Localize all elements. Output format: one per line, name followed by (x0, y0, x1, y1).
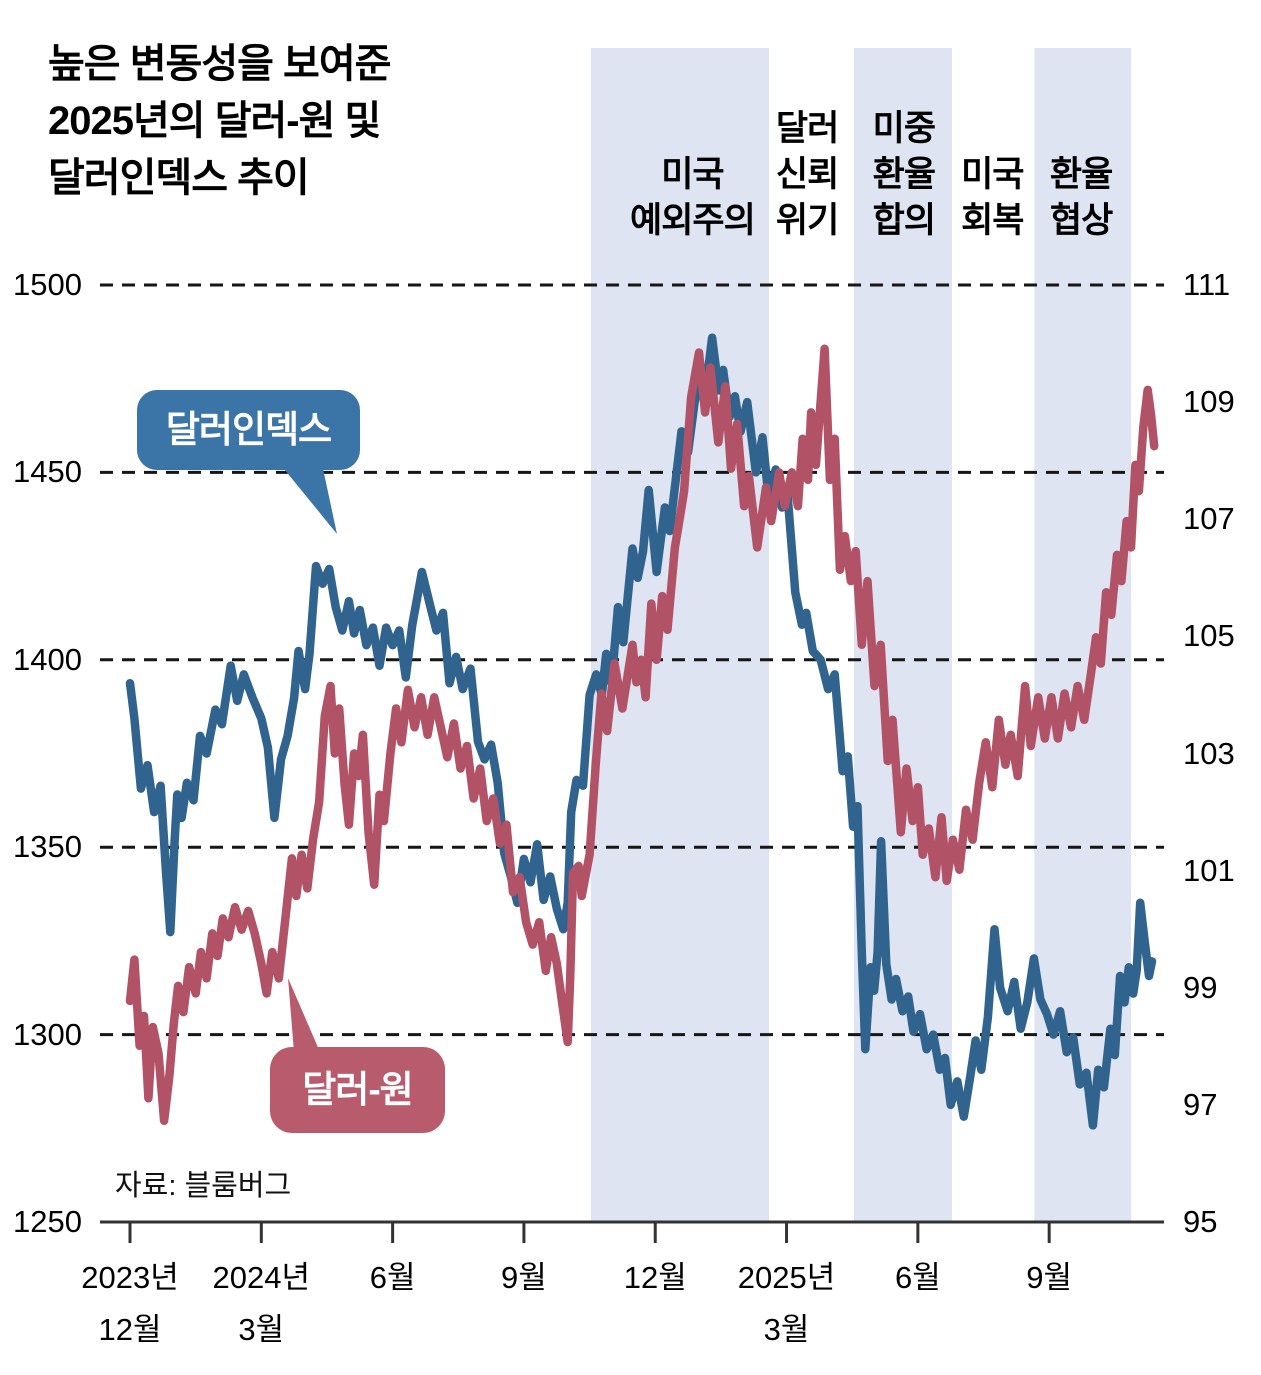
x-axis-label: 9월 (1026, 1260, 1073, 1295)
x-axis-label: 6월 (894, 1260, 941, 1295)
y-left-label: 1450 (13, 454, 82, 490)
y-left-label: 1350 (13, 829, 82, 865)
source-credit: 자료: 블룸버그 (115, 1170, 292, 1202)
y-right-label: 99 (1183, 969, 1218, 1005)
x-axis-label: 12월 (623, 1260, 687, 1295)
band-annotation: 환율 협상 (1049, 155, 1113, 240)
dollar-won-line (125, 344, 1159, 1126)
y-right-label: 97 (1183, 1086, 1218, 1122)
bubble-tail-dollar-index (280, 464, 337, 534)
x-axis-label: 2023년 12월 (81, 1260, 179, 1347)
y-right-label: 95 (1183, 1204, 1218, 1239)
dollar-index-line (125, 333, 1157, 1130)
y-right-label: 107 (1183, 501, 1235, 537)
band-annotation: 미중 환율 합의 (872, 109, 936, 240)
chart-title: 높은 변동성을 보여준 2025년의 달러-원 및 달러인덱스 추이 (48, 42, 391, 200)
y-right-label: 101 (1183, 852, 1235, 888)
x-axis-label: 2025년 3월 (737, 1260, 836, 1347)
y-right-label: 105 (1183, 618, 1235, 654)
y-left-label: 1250 (13, 1204, 82, 1239)
bubble-tail-dollar-won (288, 978, 320, 1052)
band-annotation: 미국 회복 (961, 155, 1024, 240)
band-annotation: 달러 신뢰 위기 (775, 109, 839, 240)
y-right-label: 103 (1183, 735, 1235, 771)
series-label-dollar-won: 달러-원 (270, 1047, 445, 1133)
y-left-label: 1500 (13, 267, 82, 302)
band-annotation: 미국 예외주의 (630, 155, 756, 240)
x-axis-label: 6월 (369, 1260, 416, 1295)
x-axis-label: 9월 (501, 1260, 547, 1295)
y-right-label: 109 (1183, 384, 1235, 420)
series-label-dollar-index-text: 달러인덱스 (165, 409, 332, 450)
y-right-label: 111 (1183, 267, 1231, 302)
x-axis-label: 2024년 3월 (212, 1260, 311, 1347)
series-label-dollar-index: 달러인덱스 (137, 390, 360, 470)
y-left-label: 1300 (13, 1016, 82, 1052)
y-left-label: 1400 (13, 641, 82, 677)
series-label-dollar-won-text: 달러-원 (302, 1069, 413, 1110)
